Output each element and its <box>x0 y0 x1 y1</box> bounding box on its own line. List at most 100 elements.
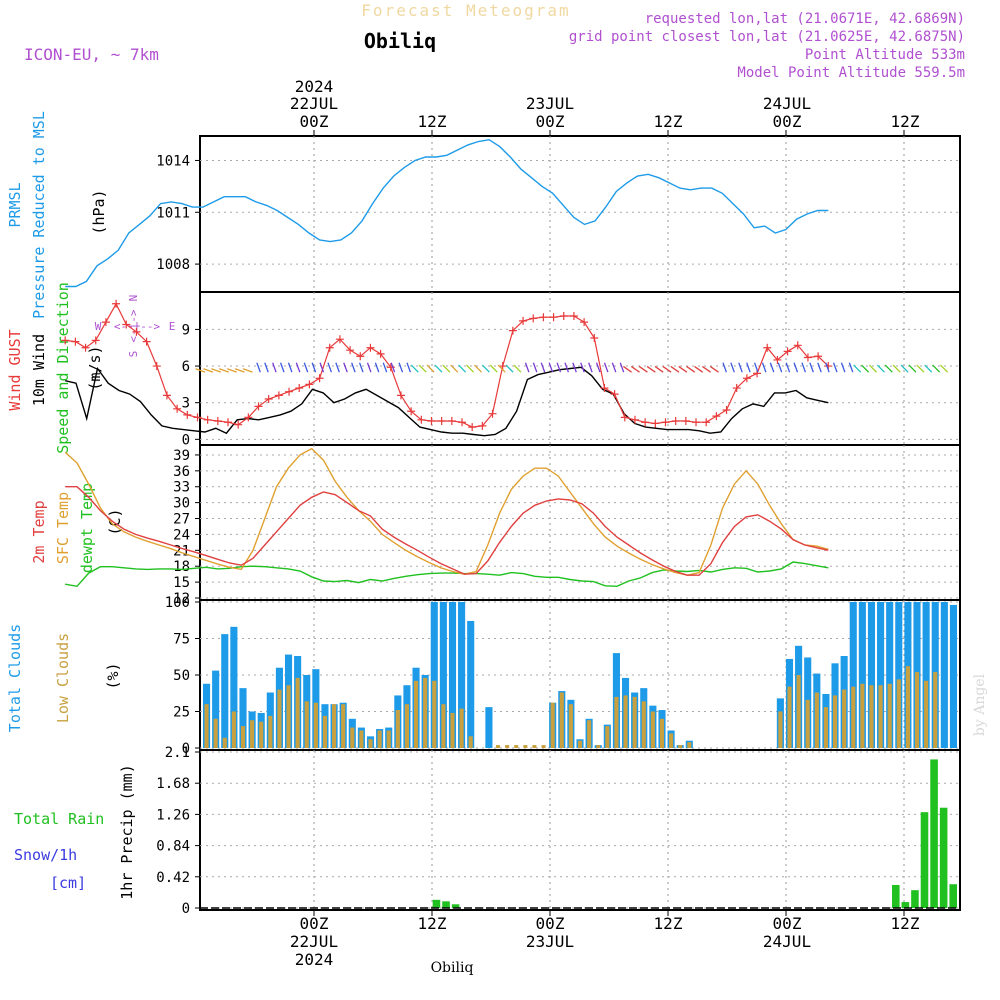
precip-panel-frame <box>199 749 961 911</box>
pressure-label-prmsl: PRMSL <box>6 182 24 227</box>
low-clouds-bar <box>359 730 364 748</box>
low-clouds-bar <box>295 677 300 748</box>
wind-direction-arrow <box>654 365 664 373</box>
low-clouds-bar <box>250 720 255 748</box>
wind-direction-arrow <box>861 364 870 373</box>
wind-gust-series-line-marker <box>458 418 467 427</box>
low-clouds-bar <box>650 711 655 748</box>
wind-direction-arrow <box>694 365 704 373</box>
wind-unit: (m/s) <box>86 345 104 390</box>
low-clouds-bar <box>659 718 665 748</box>
wind-direction-arrow <box>481 364 490 373</box>
low-clouds-bar <box>905 666 910 748</box>
top-time-labels: 2024 22JUL 00Z 12Z 23JUL 00Z 12Z 24JUL 0… <box>290 77 920 131</box>
low-clouds-bar <box>887 683 892 748</box>
station-title: Obiliq <box>364 29 436 53</box>
pressure-side-labels: PRMSL Pressure Reduced to MSL (hPa) <box>6 111 108 319</box>
wind-gust-series-line-marker <box>600 384 609 393</box>
wind-label-10m: 10m Wind <box>30 334 48 406</box>
wind-10m-series-line <box>65 366 829 437</box>
clouds-label-low: Low Clouds <box>54 633 72 723</box>
wind-direction-arrow <box>746 362 751 373</box>
wind-direction-arrow <box>638 365 648 373</box>
wind-direction-arrow <box>793 362 799 373</box>
wind-gust-series-line-marker <box>763 343 772 352</box>
bottom-12z-23jul: 12Z <box>654 914 683 933</box>
bottom-00z-23jul: 00Z <box>536 914 565 933</box>
low-clouds-bar <box>914 672 920 748</box>
wind-gust-series-line-marker <box>793 341 802 350</box>
low-clouds-bar <box>240 726 246 748</box>
wind-direction-arrow <box>564 362 570 373</box>
wind-gust-series-line-marker <box>61 336 70 345</box>
wind-gust-series-line-marker <box>773 355 782 364</box>
wind-compass: N W E S <--|--> <-|-> <box>95 295 176 358</box>
wind-direction-arrow <box>219 368 229 373</box>
wind-direction-arrow <box>595 362 601 373</box>
precip-unit: 1hr Precip (mm) <box>118 764 136 899</box>
wind-gust-series-line-marker <box>224 418 233 427</box>
wind-direction-arrow <box>426 364 435 373</box>
wind-gust-series-line-marker <box>356 352 365 361</box>
wind-gust-series-line-marker <box>162 391 171 400</box>
low-clouds-bar <box>423 677 428 748</box>
pressure-unit: (hPa) <box>90 189 108 234</box>
temp-label-2m: 2m Temp <box>30 500 48 563</box>
wind-direction-arrow <box>603 362 609 373</box>
wind-direction-arrow <box>670 365 680 373</box>
low-clouds-bar <box>386 730 391 748</box>
wind-label-gust: Wind GUST <box>6 329 24 410</box>
wind-gust-series-line-marker <box>346 346 355 355</box>
precip-ytick-label: 0.84 <box>156 839 190 855</box>
rain-bar <box>930 759 938 908</box>
temp-2m-series-line <box>65 486 829 576</box>
total-clouds-bar <box>448 602 457 748</box>
total-clouds-bar <box>940 602 948 748</box>
wind-direction-arrow <box>450 364 459 373</box>
low-clouds-bar <box>368 739 373 748</box>
wind-direction-arrow <box>832 362 838 373</box>
low-clouds-bar <box>204 704 209 748</box>
wind-direction-arrow <box>473 364 482 373</box>
wind-direction-arrow <box>497 364 506 373</box>
precip-label-rain: Total Rain <box>14 810 104 828</box>
model-altitude: Model Point Altitude 559.5m <box>737 65 965 81</box>
total-clouds-bar <box>867 602 876 748</box>
wind-gust-series-line-marker <box>651 419 660 428</box>
wind-direction-arrow <box>398 362 404 373</box>
clouds-ytick-label: 0 <box>182 741 190 757</box>
low-clouds-bar <box>832 695 838 748</box>
wind-gust-series-line-marker <box>641 418 650 427</box>
wind-gust-series-line-marker <box>407 407 416 416</box>
clouds-unit: (%) <box>104 662 122 689</box>
wind-gust-series-line-marker <box>213 417 222 426</box>
wind-direction-arrow <box>279 362 285 373</box>
wind-gust-series-line-marker <box>173 404 182 413</box>
wind-direction-arrow <box>358 362 364 373</box>
wind-gust-series-line-marker <box>559 311 568 320</box>
wind-direction-arrow <box>524 362 530 373</box>
top-12z-24jul: 12Z <box>891 112 920 131</box>
rain-bar <box>911 890 919 908</box>
wind-gust-series-line-marker <box>590 333 599 342</box>
precip-ytick-label: 0 <box>182 901 190 917</box>
wind-gust-series-line-marker <box>305 380 314 389</box>
low-clouds-bar <box>341 704 346 748</box>
wind-ytick-label: 9 <box>182 322 190 338</box>
wind-gust-series-line-marker <box>335 335 344 344</box>
low-clouds-bar <box>669 733 674 748</box>
wind-gust-series-line-marker <box>498 362 507 371</box>
wind-direction-arrow <box>434 364 443 373</box>
wind-gust-series-line-marker <box>529 314 538 323</box>
wind-gust-series-line-marker <box>112 299 121 308</box>
footer-station: Obiliq <box>431 960 474 976</box>
wind-gust-series-line-marker <box>152 362 161 371</box>
wind-direction-arrow <box>738 362 743 373</box>
wind-direction-arrow <box>458 364 467 373</box>
wind-gust-series-line-marker <box>712 412 721 421</box>
wind-direction-arrow <box>900 364 909 373</box>
low-clouds-bar <box>778 711 783 748</box>
wind-gust-series-line-marker <box>142 337 151 346</box>
total-clouds-bar <box>439 602 447 748</box>
bottom-time-labels: 00Z 22JUL 2024 12Z 00Z 23JUL 12Z 00Z 24J… <box>290 914 920 969</box>
